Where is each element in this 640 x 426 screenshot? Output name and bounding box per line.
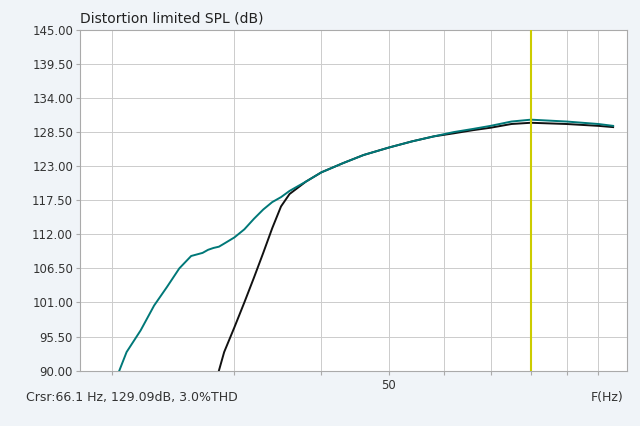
Text: F(Hz): F(Hz) [591, 391, 624, 404]
Text: Crsr:66.1 Hz, 129.09dB, 3.0%THD: Crsr:66.1 Hz, 129.09dB, 3.0%THD [26, 391, 237, 404]
Text: Distortion limited SPL (dB): Distortion limited SPL (dB) [80, 12, 264, 26]
